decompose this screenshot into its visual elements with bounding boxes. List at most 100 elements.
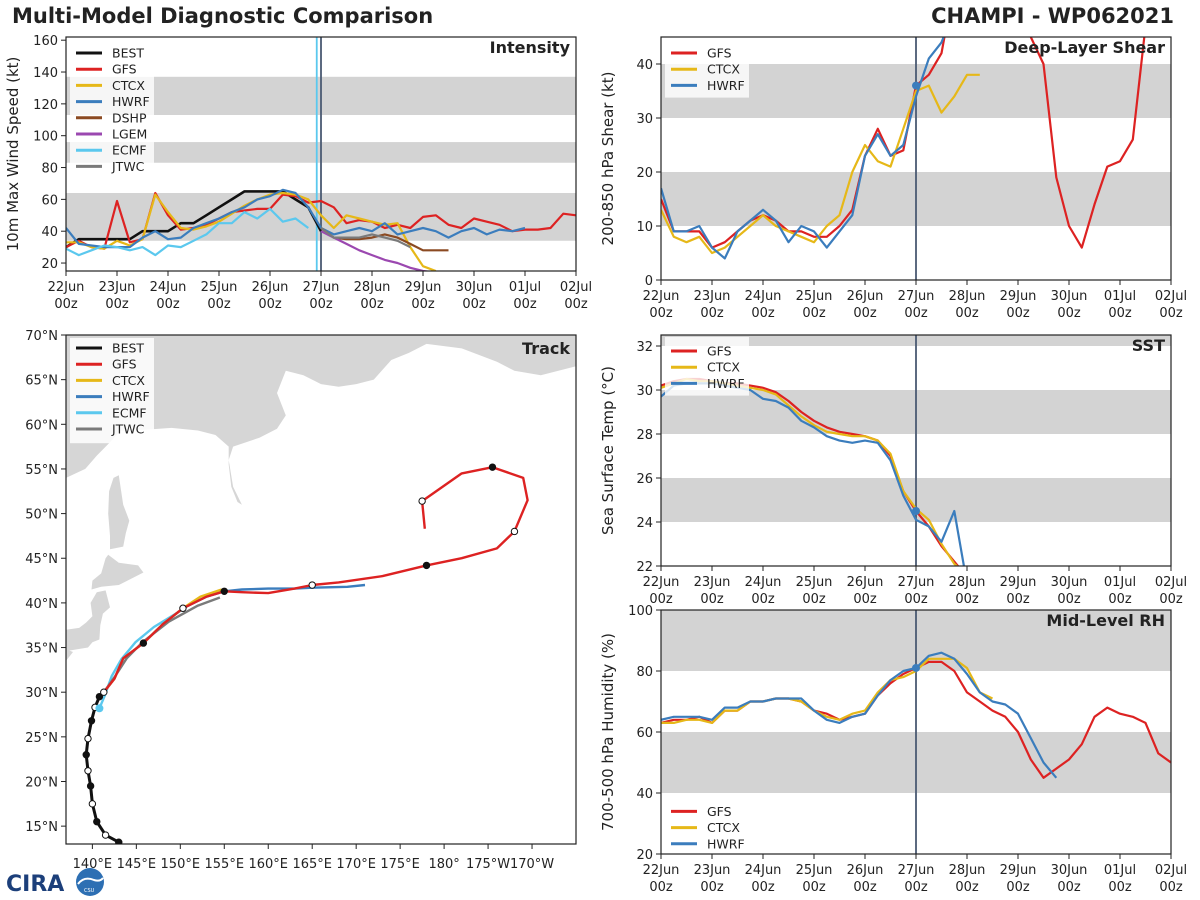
panel-intensity: 20 40 60 80 100 120 140 160 22Jun 00z 23Jun 00z 24Ju… bbox=[4, 34, 592, 312]
y-tick-label: 60 bbox=[636, 726, 653, 741]
x-tick-label-hour: 00z bbox=[309, 297, 333, 312]
x-tick-label-hour: 00z bbox=[54, 297, 78, 312]
y-tick-label: 30 bbox=[636, 112, 653, 127]
x-tick-label-date: 29Jun bbox=[405, 280, 442, 295]
y-tick-label: 80 bbox=[636, 665, 653, 680]
x-tick-label-date: 28Jun bbox=[949, 289, 986, 304]
x-tick-label-hour: 00z bbox=[1057, 306, 1081, 321]
forecast-day-point bbox=[220, 587, 228, 595]
y-tick-label: 20 bbox=[636, 166, 653, 181]
forecast-day-point bbox=[488, 463, 497, 471]
lat-tick-label: 45°N bbox=[25, 552, 58, 567]
x-tick-label-hour: 00z bbox=[751, 592, 775, 607]
lon-tick-label: 180° bbox=[428, 857, 459, 872]
y-tick-label: 22 bbox=[636, 560, 653, 575]
land-sakhalin bbox=[108, 475, 130, 550]
x-tick-label-hour: 00z bbox=[904, 880, 928, 895]
x-tick-label-date: 26Jun bbox=[847, 289, 884, 304]
x-tick-label-hour: 00z bbox=[649, 306, 673, 321]
lon-tick-label: 160°E bbox=[248, 857, 288, 872]
y-axis-label: 700-500 hPa Humidity (%) bbox=[599, 633, 617, 831]
y-tick-label: 40 bbox=[636, 787, 653, 802]
x-tick-label-hour: 00z bbox=[1006, 592, 1030, 607]
series-ecmf bbox=[66, 207, 309, 257]
x-tick-label-date: 28Jun bbox=[949, 863, 986, 878]
x-tick-label-hour: 00z bbox=[802, 306, 826, 321]
panel-track: 15°N 20°N 25°N 30°N 35°N 40°N 45°N 50°N 55°N 60°N… bbox=[25, 329, 577, 872]
x-tick-label-hour: 00z bbox=[1159, 592, 1183, 607]
x-tick-label-hour: 00z bbox=[955, 880, 979, 895]
x-tick-label-date: 28Jun bbox=[354, 280, 391, 295]
lat-tick-label: 30°N bbox=[25, 686, 58, 701]
x-tick-label-date: 02Jul bbox=[1155, 289, 1187, 304]
x-tick-label-date: 23Jun bbox=[99, 280, 136, 295]
forecast-day-point bbox=[422, 561, 431, 570]
x-tick-label-date: 29Jun bbox=[1000, 575, 1037, 590]
panel-title: Intensity bbox=[490, 38, 571, 57]
legend-label: HWRF bbox=[112, 389, 150, 404]
x-tick-label-date: 27Jun bbox=[898, 863, 935, 878]
legend-label: CTCX bbox=[707, 820, 740, 835]
legend-label: GFS bbox=[707, 46, 732, 61]
legend-label: CTCX bbox=[707, 62, 740, 77]
y-tick-label: 120 bbox=[33, 98, 58, 113]
x-tick-label-date: 02Jul bbox=[1155, 863, 1187, 878]
lat-tick-label: 40°N bbox=[25, 597, 58, 612]
x-tick-label-date: 01Jul bbox=[1104, 289, 1136, 304]
lat-tick-label: 70°N bbox=[25, 329, 58, 344]
x-tick-label-date: 25Jun bbox=[796, 575, 833, 590]
legend-label: BEST bbox=[112, 341, 144, 356]
figure-title: Multi-Model Diagnostic Comparison bbox=[12, 4, 434, 28]
x-tick-label-hour: 00z bbox=[802, 880, 826, 895]
x-tick-label-date: 26Jun bbox=[252, 280, 289, 295]
x-tick-label-hour: 00z bbox=[751, 306, 775, 321]
y-tick-label: 160 bbox=[33, 34, 58, 49]
x-tick-label-date: 22Jun bbox=[643, 863, 680, 878]
y-tick-label: 60 bbox=[41, 193, 58, 208]
land-hokkaido bbox=[91, 554, 144, 590]
legend-label: GFS bbox=[112, 357, 137, 372]
x-tick-label-hour: 00z bbox=[564, 297, 588, 312]
lat-tick-label: 60°N bbox=[25, 418, 58, 433]
y-tick-label: 100 bbox=[628, 604, 653, 619]
forecast-day-point bbox=[418, 497, 426, 505]
x-tick-label-hour: 00z bbox=[1057, 592, 1081, 607]
x-tick-label-date: 25Jun bbox=[796, 863, 833, 878]
legend-label: LGEM bbox=[112, 127, 147, 142]
track-ctcx bbox=[102, 588, 222, 693]
x-tick-label-date: 22Jun bbox=[643, 289, 680, 304]
legend-bg bbox=[70, 338, 154, 444]
lat-tick-label: 55°N bbox=[25, 463, 58, 478]
panel-sst: 22 24 26 28 30 32 22Jun 00z 23Jun 00z 24Jun 00z 25Ju… bbox=[599, 334, 1187, 607]
lon-tick-label: 170°W bbox=[510, 857, 554, 872]
x-tick-label-hour: 00z bbox=[462, 297, 486, 312]
x-tick-label-hour: 00z bbox=[700, 880, 724, 895]
map-frame bbox=[65, 334, 577, 845]
lon-tick-label: 170°E bbox=[336, 857, 376, 872]
logo-subtext: CSU bbox=[84, 888, 95, 894]
x-tick-label-date: 26Jun bbox=[847, 863, 884, 878]
x-tick-label-date: 02Jul bbox=[560, 280, 592, 295]
y-tick-label: 32 bbox=[636, 340, 653, 355]
best-track-point bbox=[93, 817, 101, 826]
best-track-point bbox=[84, 734, 92, 743]
best-track-point bbox=[84, 767, 92, 775]
legend-label: GFS bbox=[707, 804, 732, 819]
x-tick-label-date: 24Jun bbox=[745, 575, 782, 590]
x-tick-label-hour: 00z bbox=[1057, 880, 1081, 895]
x-tick-label-hour: 00z bbox=[700, 306, 724, 321]
y-tick-label: 40 bbox=[41, 225, 58, 240]
x-tick-label-hour: 00z bbox=[853, 592, 877, 607]
x-tick-label-hour: 00z bbox=[513, 297, 537, 312]
y-tick-label: 20 bbox=[41, 257, 58, 272]
lat-tick-label: 20°N bbox=[25, 775, 58, 790]
legend-label: HWRF bbox=[707, 836, 745, 851]
ecmf-start-point bbox=[95, 704, 104, 713]
x-tick-label-hour: 00z bbox=[1108, 306, 1132, 321]
legend-label: GFS bbox=[112, 62, 137, 77]
panel-shear: 0 10 20 30 40 22Jun 00z 23Jun 00z 24Jun 00z 25Jun 00… bbox=[599, 36, 1187, 321]
best-track-point bbox=[82, 751, 90, 759]
